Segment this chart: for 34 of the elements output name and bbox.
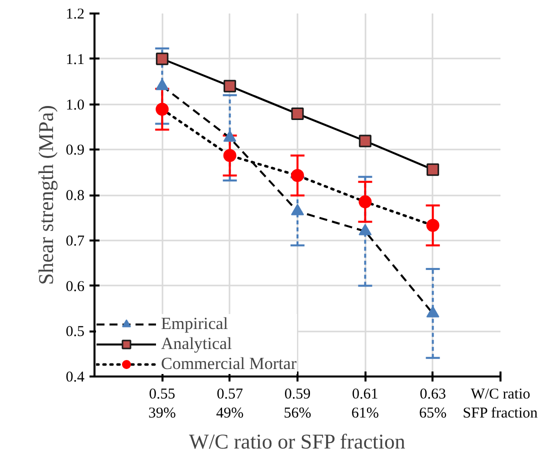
point (426, 163, 440, 176)
point (291, 204, 304, 216)
point (156, 102, 169, 116)
point (224, 80, 236, 92)
point (426, 306, 440, 318)
legend-label: Analytical (161, 334, 232, 354)
y-tick-label: 1.1 (66, 52, 84, 68)
point (358, 224, 372, 236)
y-tick-label: 0.8 (66, 188, 84, 204)
point (291, 169, 304, 182)
y-tick-label: 0.4 (66, 370, 85, 386)
point (156, 52, 168, 66)
y-tick-label: 0.6 (66, 278, 85, 295)
point (426, 218, 440, 232)
y-tick-label: 1.0 (66, 97, 84, 114)
y-tick-label: 1.2 (66, 6, 84, 22)
x-axis-title: W/C ratio or SFP fraction (189, 430, 406, 454)
text: W/C ratio (470, 386, 530, 402)
y-axis-title: Shear strength (MPa) (34, 105, 58, 285)
point (223, 149, 236, 162)
legend-label: Empirical (161, 314, 228, 334)
y-tick-label: 0.5 (66, 324, 84, 340)
point (358, 134, 372, 148)
legend-label: Commercial Mortar (161, 354, 296, 374)
x-tick-label: 0.57 49% (216, 386, 244, 422)
text: SFP fraction (462, 406, 538, 422)
x-tick-label: 0.55 39% (148, 386, 176, 422)
y-tick-label: 0.9 (66, 142, 84, 159)
x-tick-label: 0.63 65% (419, 386, 447, 422)
y-tick-label: 0.7 (66, 233, 85, 250)
point (291, 108, 304, 120)
x-tick-label: 0.59 56% (284, 386, 312, 422)
point (358, 195, 372, 208)
x-tick-label: 0.61 61% (351, 386, 379, 422)
